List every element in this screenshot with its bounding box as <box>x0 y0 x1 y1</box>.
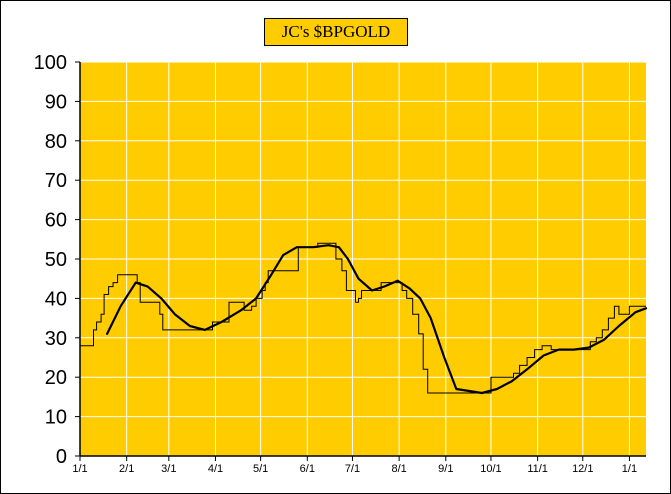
x-tick-label: 11/1 <box>527 463 548 475</box>
x-tick-label: 9/1 <box>438 463 453 475</box>
x-tick-label: 12/1 <box>572 463 593 475</box>
x-tick-label: 7/1 <box>345 463 360 475</box>
series-layer <box>80 242 648 395</box>
x-tick-label: 1/1 <box>72 463 87 475</box>
y-tick-label: 30 <box>45 328 67 350</box>
x-tick-label: 4/1 <box>208 463 223 475</box>
grid-layer <box>80 61 646 456</box>
chart-title: JC's $BPGOLD <box>264 18 408 46</box>
y-tick-label: 50 <box>45 249 67 271</box>
axis-layer: 0 10 20 30 40 50 60 70 80 90 100 1/1 2/1 3/1 4/1 5/1 6/1… <box>34 52 646 475</box>
y-tick-label: 10 <box>45 407 67 429</box>
x-tick-label: 2/1 <box>119 463 134 475</box>
x-tick-label: 5/1 <box>253 463 268 475</box>
x-tick-label: 6/1 <box>300 463 315 475</box>
y-tick-label: 70 <box>45 170 67 192</box>
x-tick-label: 8/1 <box>391 463 406 475</box>
y-tick-label: 100 <box>34 52 67 74</box>
y-tick-label: 0 <box>56 446 67 468</box>
series-line-thick <box>106 244 648 395</box>
x-tick-label: 1/1 <box>622 463 637 475</box>
y-tick-label: 20 <box>45 367 67 389</box>
y-tick-label: 60 <box>45 210 67 232</box>
y-tick-label: 80 <box>45 131 67 153</box>
series-line-thin <box>80 242 646 394</box>
y-tick-label: 90 <box>45 91 67 113</box>
x-tick-label: 3/1 <box>161 463 176 475</box>
x-tick-label: 10/1 <box>480 463 501 475</box>
y-tick-label: 40 <box>45 288 67 310</box>
